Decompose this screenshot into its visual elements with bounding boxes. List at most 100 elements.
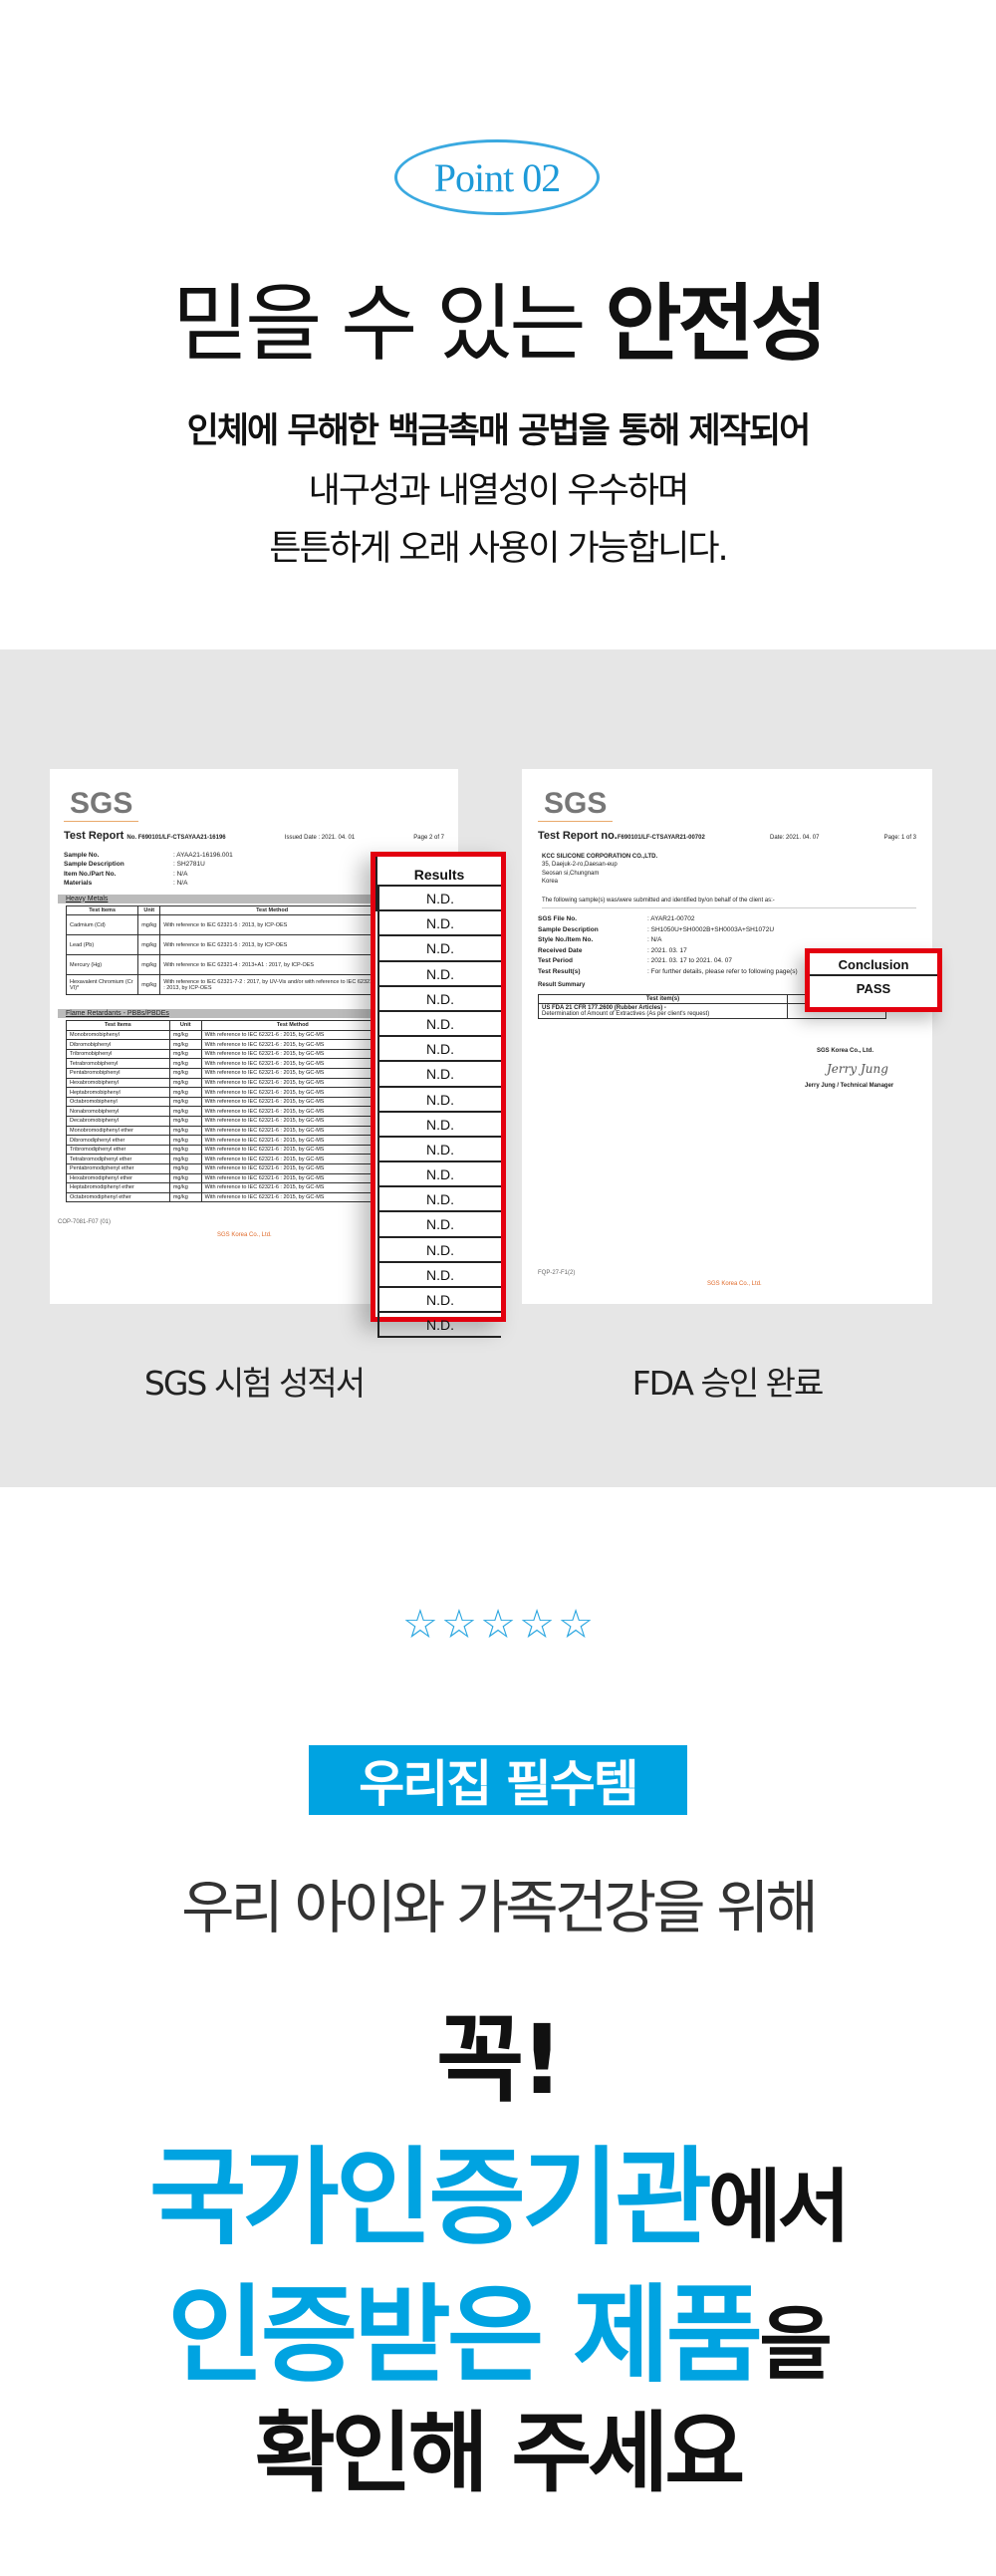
table-cell: mg/kg bbox=[168, 1163, 202, 1174]
table-cell: With reference to IEC 62321-6 : 2015, by… bbox=[200, 1039, 385, 1050]
flame-retardant-row: Decabromobiphenyl mg/kg With reference to … bbox=[66, 1116, 385, 1127]
subheadline: 우리 아이와 가족건강을 위해 bbox=[181, 1874, 819, 1941]
result-value: N.D. bbox=[377, 911, 501, 937]
cta-line-1: 꼭! bbox=[435, 2004, 564, 2116]
flame-retardant-row: Nonabromobiphenyl mg/kg With reference to … bbox=[66, 1106, 385, 1118]
table-cell: With reference to IEC 62321-6 : 2015, by… bbox=[200, 1154, 385, 1164]
body-line-1: 인체에 무해한 백금촉매 공법을 통해 제작되어 bbox=[186, 411, 812, 451]
star-rating: ☆ ☆ ☆ ☆ ☆ bbox=[402, 1602, 594, 1648]
table-cell: mg/kg bbox=[168, 1096, 202, 1108]
table-cell: mg/kg bbox=[168, 1154, 202, 1164]
star-icon: ☆ bbox=[402, 1602, 438, 1648]
table-cell: Hexabromobiphenyl bbox=[66, 1077, 170, 1089]
result-value: N.D. bbox=[377, 1313, 501, 1339]
table-cell: mg/kg bbox=[168, 1125, 202, 1137]
result-value: N.D. bbox=[377, 1187, 501, 1213]
result-value: N.D. bbox=[377, 1212, 501, 1238]
flame-retardant-row: Tetrabromobiphenyl mg/kg With reference to… bbox=[66, 1058, 385, 1070]
must-have-badge: 우리집 필수템 bbox=[309, 1745, 687, 1815]
table-cell: With reference to IEC 62321-4 : 2013+A1 … bbox=[159, 954, 384, 976]
table-cell: Octabromodiphenyl ether bbox=[66, 1191, 170, 1203]
title-regular: 믿을 수 있는 bbox=[171, 275, 606, 373]
flame-retardant-row: Tribromodiphenyl ether mg/kg With referenc… bbox=[66, 1144, 385, 1156]
table-cell: mg/kg bbox=[168, 1058, 202, 1070]
result-value: N.D. bbox=[377, 1087, 501, 1113]
table-cell: With reference to IEC 62321-6 : 2015, by… bbox=[200, 1077, 385, 1089]
table-cell: mg/kg bbox=[168, 1077, 202, 1089]
heavy-metals-table: Test Items Unit Test Method Cadmium (Cd) mg… bbox=[65, 904, 384, 996]
table-cell: With reference to IEC 62321-6 : 2015, by… bbox=[200, 1029, 385, 1041]
sgs-logo: SGS bbox=[538, 787, 614, 822]
flame-retardant-row: Octabromobiphenyl mg/kg With reference to … bbox=[66, 1096, 385, 1108]
table-cell: mg/kg bbox=[137, 934, 161, 956]
body-line-2: 내구성과 내열성이 우수하며 bbox=[308, 471, 690, 511]
signature: Jerry Jung bbox=[827, 1061, 888, 1076]
flame-retardant-row: Heptabromodiphenyl ether mg/kg With refere… bbox=[66, 1182, 385, 1193]
table-cell: With reference to IEC 62321-6 : 2015, by… bbox=[200, 1135, 385, 1146]
result-value: N.D. bbox=[377, 1262, 501, 1288]
table-cell: With reference to IEC 62321-6 : 2015, by… bbox=[200, 1048, 385, 1060]
result-value: N.D. bbox=[377, 936, 501, 962]
footer-code: COP-7081-F07 (01) bbox=[58, 1219, 112, 1226]
star-icon: ☆ bbox=[480, 1602, 516, 1648]
flame-retardant-row: Pentabromodiphenyl ether mg/kg With refere… bbox=[66, 1163, 385, 1174]
flame-retardant-row: Tetrabromodiphenyl ether mg/kg With refere… bbox=[66, 1154, 385, 1164]
table-cell: With reference to IEC 62321-6 : 2015, by… bbox=[200, 1182, 385, 1193]
flame-retardant-row: Dibromodiphenyl ether mg/kg With reference… bbox=[66, 1135, 385, 1146]
table-cell: mg/kg bbox=[137, 954, 161, 976]
table-cell: Hexabromodiphenyl ether bbox=[66, 1172, 170, 1184]
table-cell: mg/kg bbox=[168, 1182, 202, 1193]
result-value: N.D. bbox=[377, 1137, 501, 1163]
table-cell: Cadmium (Cd) bbox=[65, 914, 139, 936]
table-cell: mg/kg bbox=[168, 1039, 202, 1050]
conclusion-header: Conclusion bbox=[810, 953, 937, 976]
table-cell: Octabromobiphenyl bbox=[66, 1096, 170, 1108]
table-cell: With reference to IEC 62321-6 : 2015, by… bbox=[200, 1191, 385, 1203]
footer-code: FQP-27-F1(2) bbox=[538, 1270, 576, 1277]
table-cell: With reference to IEC 62321-5 : 2013, by… bbox=[159, 934, 384, 956]
footer-company: SGS Korea Co., Ltd. bbox=[707, 1280, 762, 1287]
table-cell: mg/kg bbox=[168, 1116, 202, 1127]
body-line-3: 튼튼하게 오래 사용이 가능합니다. bbox=[269, 529, 728, 569]
cta-highlight-agency: 국가인증기관 bbox=[148, 2137, 712, 2259]
table-cell: With reference to IEC 62321-6 : 2015, by… bbox=[200, 1087, 385, 1098]
section-flame-retardants: Flame Retardants - PBBs/PBDEs bbox=[58, 1009, 444, 1019]
point-badge: Point 02 bbox=[394, 139, 600, 215]
table-cell: Hexavalent Chromium (Cr VI)* bbox=[65, 974, 139, 996]
flame-retardant-row: Dibromobiphenyl mg/kg With reference to IE… bbox=[66, 1039, 385, 1050]
table-cell: Monobromobiphenyl bbox=[66, 1029, 170, 1041]
table-cell: With reference to IEC 62321-6 : 2015, by… bbox=[200, 1116, 385, 1127]
section-heavy-metals: Heavy Metals bbox=[58, 894, 444, 903]
table-cell: Mercury (Hg) bbox=[65, 954, 139, 976]
table-cell: Nonabromobiphenyl bbox=[66, 1106, 170, 1118]
table-cell: Tetrabromobiphenyl bbox=[66, 1058, 170, 1070]
result-value: N.D. bbox=[377, 1162, 501, 1188]
heavy-metal-row: Cadmium (Cd) mg/kg With reference to IEC 6… bbox=[65, 914, 384, 936]
table-cell: With reference to IEC 62321-6 : 2015, by… bbox=[200, 1068, 385, 1079]
star-icon: ☆ bbox=[441, 1602, 477, 1648]
cta-highlight-product: 인증받은 제품 bbox=[167, 2274, 763, 2397]
conclusion-highlight: Conclusion PASS bbox=[805, 948, 942, 1012]
issued-date: Issued Date : 2021. 04. 01 bbox=[284, 835, 356, 841]
star-icon: ☆ bbox=[558, 1602, 594, 1648]
table-cell: mg/kg bbox=[168, 1106, 202, 1118]
cta-suffix: 에서 bbox=[707, 2161, 851, 2253]
table-cell: mg/kg bbox=[168, 1191, 202, 1203]
result-value: N.D. bbox=[377, 1011, 501, 1038]
table-cell: mg/kg bbox=[168, 1087, 202, 1098]
caption-fda: FDA 승인 완료 bbox=[631, 1364, 825, 1403]
result-value: N.D. bbox=[377, 887, 501, 912]
footer-company: SGS Korea Co., Ltd. bbox=[217, 1231, 272, 1238]
table-cell: Lead (Pb) bbox=[65, 934, 139, 956]
flame-retardant-row: Pentabromobiphenyl mg/kg With reference to… bbox=[66, 1068, 385, 1079]
flame-retardant-row: Tribromobiphenyl mg/kg With reference to I… bbox=[66, 1048, 385, 1060]
table-cell: Heptabromodiphenyl ether bbox=[66, 1182, 170, 1193]
table-cell: With reference to IEC 62321-7-2 : 2017, … bbox=[159, 974, 384, 996]
report-date: Date: 2021. 04. 07 bbox=[770, 835, 820, 841]
heavy-metal-row: Mercury (Hg) mg/kg With reference to IEC 6… bbox=[65, 954, 384, 976]
result-value: N.D. bbox=[377, 1112, 501, 1138]
page-number: Page: 1 of 3 bbox=[883, 835, 916, 841]
cta-line-4: 확인해 주세요 bbox=[254, 2402, 745, 2504]
signer-name: Jerry Jung / Technical Manager bbox=[805, 1082, 894, 1089]
cta-line-2: 국가인증기관에서 bbox=[0, 2112, 996, 2265]
